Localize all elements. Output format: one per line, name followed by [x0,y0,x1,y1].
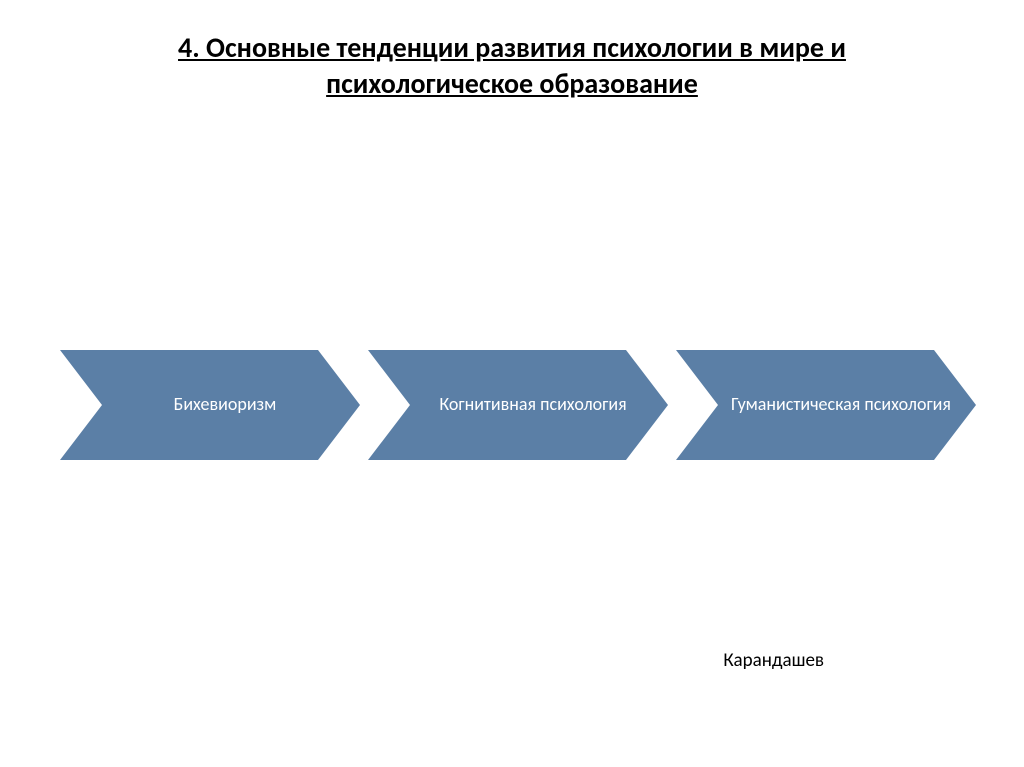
chevron-step: Когнитивная психология [368,350,668,460]
chevron-step-label: Гуманистическая психология [681,393,971,416]
chevron-step-label: Бихевиоризм [124,393,297,416]
slide-title: 4. Основные тенденции развития психологи… [0,0,1024,103]
chevron-step: Гуманистическая психология [676,350,976,460]
chevron-process-diagram: Бихевиоризм Когнитивная психология Гуманис… [60,350,976,460]
chevron-step-label: Когнитивная психология [389,393,646,416]
chevron-step: Бихевиоризм [60,350,360,460]
footer-attribution: Карандашев [723,649,824,672]
